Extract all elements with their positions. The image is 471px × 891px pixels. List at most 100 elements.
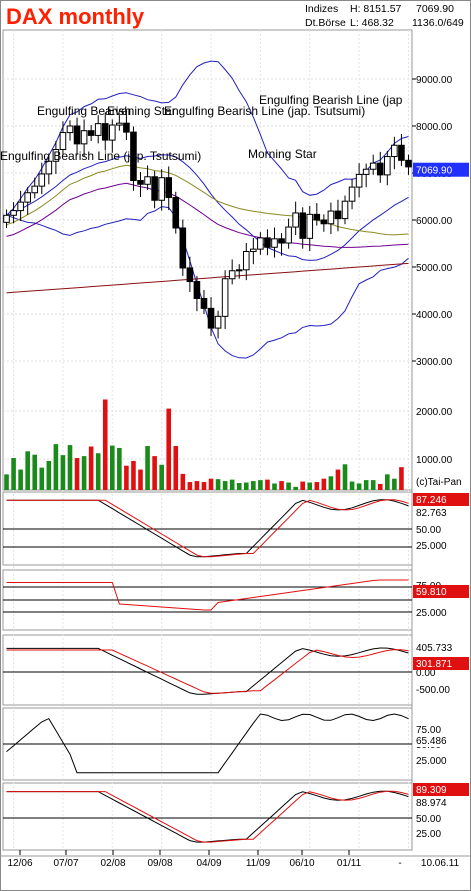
volume-bar bbox=[293, 486, 298, 490]
pattern-annotation: Engulfing Bearish Line (jap bbox=[259, 93, 403, 107]
volume-bar bbox=[60, 455, 66, 490]
volume-bar bbox=[32, 454, 38, 490]
candle-body bbox=[73, 125, 81, 145]
candle-body bbox=[101, 123, 109, 141]
sma-olive-line bbox=[6, 164, 409, 236]
candle-body bbox=[193, 281, 201, 299]
oscillator-value-label: 65.486 bbox=[416, 736, 447, 747]
pattern-annotation: Engulfing Bearish bbox=[37, 104, 131, 118]
volume-bar bbox=[363, 480, 369, 490]
oscillator-line bbox=[6, 790, 409, 843]
candle-body bbox=[348, 186, 356, 202]
volume-bar bbox=[251, 481, 256, 490]
volume-bar bbox=[95, 453, 101, 490]
volume-bar bbox=[342, 464, 348, 490]
sma-purple-line bbox=[6, 182, 409, 248]
low-value: L: 468.32 bbox=[350, 17, 394, 29]
x-axis-tick-label: 07/07 bbox=[53, 858, 78, 869]
volume-bar bbox=[328, 476, 334, 490]
candle-body bbox=[242, 250, 250, 271]
sma-brown-line bbox=[6, 262, 409, 294]
candle-body bbox=[278, 238, 285, 244]
candle-body bbox=[116, 122, 123, 126]
bollinger-upper-line bbox=[6, 60, 409, 216]
volume-bar bbox=[102, 399, 108, 490]
candle-body bbox=[334, 210, 342, 220]
x-axis-tick-label: 02/08 bbox=[100, 858, 125, 869]
last-price-label: 7069.90 bbox=[416, 166, 453, 177]
exchange-label: Dt.Börse bbox=[305, 17, 346, 29]
oscillator-value-badge bbox=[413, 796, 469, 809]
candle-body bbox=[285, 226, 292, 244]
volume-bar bbox=[131, 460, 136, 490]
candle-body bbox=[151, 176, 158, 201]
oscillator-value-label: 89.309 bbox=[416, 785, 447, 796]
oscillator-tick-label: 25.000 bbox=[416, 756, 447, 767]
volume-bar bbox=[258, 480, 263, 490]
pattern-annotation: Engulfing Bearish Line (jap. Tsutsumi) bbox=[0, 149, 201, 163]
volume-bar bbox=[286, 482, 291, 490]
candle-body bbox=[398, 144, 405, 161]
candle-body bbox=[292, 212, 299, 228]
volume-bar bbox=[279, 481, 284, 490]
volume-bar bbox=[138, 469, 143, 490]
pattern-annotation: Engulfing Bearish Line (jap. Tsutsumi) bbox=[164, 104, 365, 118]
volume-bar bbox=[215, 479, 221, 490]
bollinger-lower-line bbox=[6, 206, 409, 359]
candle-body bbox=[362, 168, 370, 175]
pattern-annotation: Morning Star bbox=[248, 147, 317, 161]
volume-bar bbox=[124, 465, 129, 490]
volume-bar bbox=[272, 483, 277, 490]
candle-body bbox=[271, 238, 278, 248]
candle-body bbox=[10, 210, 17, 216]
oscillator-tick-label: -500.00 bbox=[416, 685, 450, 696]
oscillator-tick-label: 0.00 bbox=[416, 668, 436, 679]
panel-frame-5 bbox=[2, 782, 413, 851]
candle-body bbox=[87, 130, 95, 136]
candle-body bbox=[165, 177, 173, 198]
price-tick-label: 5000.00 bbox=[416, 263, 453, 274]
candle-body bbox=[59, 132, 67, 151]
extra-value: 1136.0/649 bbox=[412, 17, 464, 29]
candle-body bbox=[186, 267, 194, 283]
volume-bar bbox=[39, 467, 45, 490]
candle-body bbox=[17, 201, 24, 212]
volume-bar bbox=[392, 478, 397, 490]
oscillator-value-badge bbox=[413, 493, 469, 506]
volume-bar bbox=[236, 483, 242, 490]
oscillator-line bbox=[6, 713, 409, 774]
volume-bar bbox=[314, 482, 320, 490]
volume-bar bbox=[11, 458, 16, 490]
pattern-annotation: Evening Star bbox=[107, 104, 176, 118]
volume-bar bbox=[349, 481, 355, 490]
candle-body bbox=[405, 159, 412, 168]
candle-body bbox=[355, 173, 363, 188]
last-price-value: 7069.90 bbox=[416, 3, 454, 15]
volume-bar bbox=[201, 482, 207, 490]
volume-bar bbox=[187, 482, 193, 490]
candle-body bbox=[214, 315, 222, 329]
volume-bar bbox=[166, 408, 172, 490]
candle-body bbox=[144, 176, 151, 185]
volume-bar bbox=[321, 478, 327, 490]
oscillator-line bbox=[6, 647, 409, 695]
volume-bar bbox=[25, 451, 30, 490]
oscillator-value-badge bbox=[413, 657, 469, 670]
x-axis-tick-label: 01/11 bbox=[337, 858, 362, 869]
candle-body bbox=[207, 307, 215, 329]
candle-body bbox=[221, 278, 229, 317]
volume-bar bbox=[88, 446, 94, 490]
candle-body bbox=[341, 200, 349, 220]
volume-bar bbox=[117, 447, 122, 490]
volume-bar bbox=[145, 446, 150, 490]
oscillator-value-badge bbox=[413, 641, 469, 654]
volume-tick-label: 1000.00 bbox=[416, 455, 453, 466]
candle-body bbox=[306, 213, 314, 239]
volume-bar bbox=[370, 480, 376, 490]
oscillator-line bbox=[6, 499, 409, 558]
candle-body bbox=[384, 156, 391, 176]
volume-bar bbox=[229, 479, 235, 490]
volume-bar bbox=[173, 446, 179, 490]
volume-bar bbox=[67, 445, 73, 490]
